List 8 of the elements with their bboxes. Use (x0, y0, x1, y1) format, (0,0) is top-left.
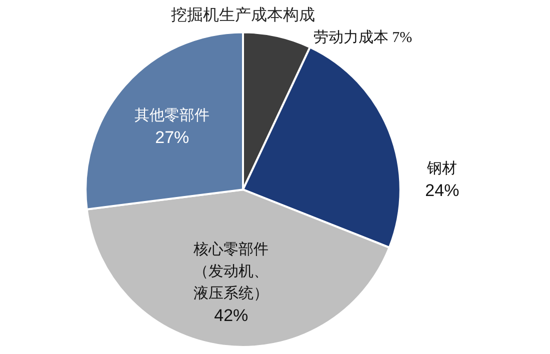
data-label: 27% (155, 128, 190, 147)
data-label: 42% (214, 306, 248, 325)
slice-label: 钢材 (426, 160, 458, 178)
slice-label: 核心零部件（发动机、液压系统） (192, 241, 269, 302)
chart-title: 挖掘机生产成本构成 (171, 4, 315, 24)
slice-label: 其他零部件 (134, 107, 210, 124)
data-label: 24% (425, 180, 460, 200)
slice-label: 劳动力成本 7% (313, 28, 412, 46)
